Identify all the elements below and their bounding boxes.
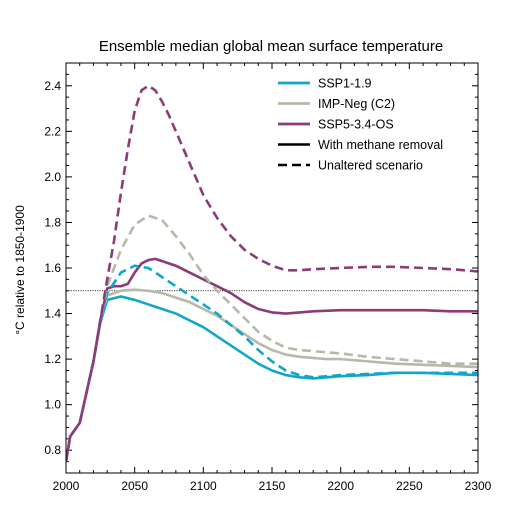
chart-title: Ensemble median global mean surface temp… xyxy=(99,38,443,55)
y-tick-label: 0.8 xyxy=(44,443,61,457)
series-layer xyxy=(66,84,478,462)
legend-entry: With methane removal xyxy=(318,138,443,152)
x-tick-label: 2000 xyxy=(53,479,80,493)
legend-entry: SSP5-3.4-OS xyxy=(318,118,394,132)
y-tick-label: 1.0 xyxy=(44,398,61,412)
legend-entry: IMP-Neg (C2) xyxy=(318,97,395,111)
y-tick-label: 2.0 xyxy=(44,170,61,184)
series-ssp5-3-4-os-methane-removal xyxy=(66,257,478,462)
y-tick-label: 1.2 xyxy=(44,352,61,366)
series-imp-neg-c2--unaltered xyxy=(66,214,478,462)
legend-entry: Unaltered scenario xyxy=(318,159,423,173)
plot-frame xyxy=(65,62,479,474)
legend-entry: SSP1-1.9 xyxy=(318,77,372,91)
y-tick-label: 2.4 xyxy=(44,79,61,93)
y-tick-label: 1.4 xyxy=(44,307,61,321)
x-tick-label: 2050 xyxy=(121,479,148,493)
y-axis-label: °C relative to 1850-1900 xyxy=(13,205,27,335)
series-ssp5-3-4-os-unaltered xyxy=(66,84,478,462)
x-tick-label: 2150 xyxy=(259,479,286,493)
x-tick-label: 2200 xyxy=(327,479,354,493)
y-tick-label: 1.6 xyxy=(44,261,61,275)
y-tick-label: 1.8 xyxy=(44,215,61,229)
series-ssp1-1-9-methane-removal xyxy=(66,295,478,462)
y-tick-labels: 0.8 1.0 1.2 1.4 1.6 1.8 2.0 2.2 2.4 xyxy=(44,79,61,457)
x-tick-label: 2100 xyxy=(190,479,217,493)
x-tick-labels: 2000 2050 2100 2150 2200 2250 2300 xyxy=(53,479,492,493)
legend: SSP1-1.9 IMP-Neg (C2) SSP5-3.4-OS With meth… xyxy=(278,77,443,173)
x-tick-label: 2300 xyxy=(465,479,492,493)
x-tick-label: 2250 xyxy=(396,479,423,493)
y-tick-label: 2.2 xyxy=(44,124,61,138)
series-imp-neg-c2--methane-removal xyxy=(66,288,478,462)
